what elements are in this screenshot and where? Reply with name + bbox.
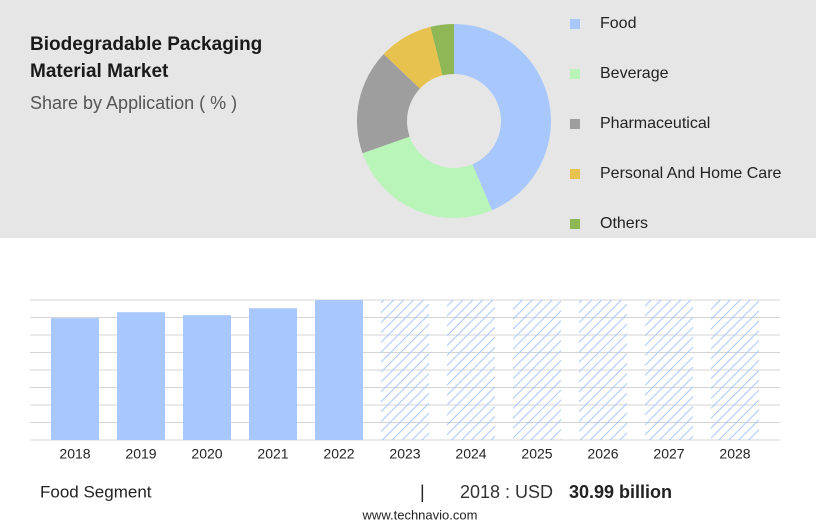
x-tick-label: 2023 xyxy=(389,446,420,462)
bar xyxy=(51,318,99,440)
legend-label: Others xyxy=(600,215,648,232)
bar xyxy=(117,312,165,440)
donut-slice xyxy=(430,24,454,76)
bar xyxy=(249,308,297,440)
x-tick-label: 2028 xyxy=(719,446,750,462)
x-tick-label: 2018 xyxy=(59,446,90,462)
chart-subtitle: Share by Application ( % ) xyxy=(30,93,238,113)
legend-swatch xyxy=(570,69,580,79)
donut-slice xyxy=(383,26,443,89)
bar xyxy=(315,300,363,440)
forecast-bar xyxy=(579,300,627,440)
footer-segment: Food Segment xyxy=(40,482,152,501)
legend-swatch xyxy=(570,219,580,229)
footer-separator: | xyxy=(420,482,425,502)
legend-label: Personal And Home Care xyxy=(600,165,782,182)
legend-label: Pharmaceutical xyxy=(600,115,710,132)
legend-label: Food xyxy=(600,15,636,32)
donut-slice xyxy=(356,54,420,154)
legend-swatch xyxy=(570,169,580,179)
donut-slice xyxy=(362,136,492,218)
forecast-bar xyxy=(513,300,561,440)
forecast-bar xyxy=(447,300,495,440)
legend-swatch xyxy=(570,119,580,129)
footer-source: www.technavio.com xyxy=(362,507,478,522)
forecast-bar xyxy=(711,300,759,440)
legend-swatch xyxy=(570,19,580,29)
x-tick-label: 2026 xyxy=(587,446,618,462)
legend-label: Beverage xyxy=(600,65,669,82)
x-tick-label: 2024 xyxy=(455,446,486,462)
x-tick-label: 2027 xyxy=(653,446,684,462)
x-tick-label: 2021 xyxy=(257,446,288,462)
footer-year: 2018 : USD xyxy=(460,482,553,502)
footer-value: 30.99 billion xyxy=(569,482,672,502)
forecast-bar xyxy=(381,300,429,440)
x-tick-label: 2022 xyxy=(323,446,354,462)
bar xyxy=(183,315,231,440)
chart-title: Biodegradable Packaging Material Market xyxy=(30,34,263,82)
x-tick-label: 2020 xyxy=(191,446,222,462)
x-tick-label: 2025 xyxy=(521,446,552,462)
forecast-bar xyxy=(645,300,693,440)
x-tick-label: 2019 xyxy=(125,446,156,462)
donut-slice xyxy=(454,24,551,211)
